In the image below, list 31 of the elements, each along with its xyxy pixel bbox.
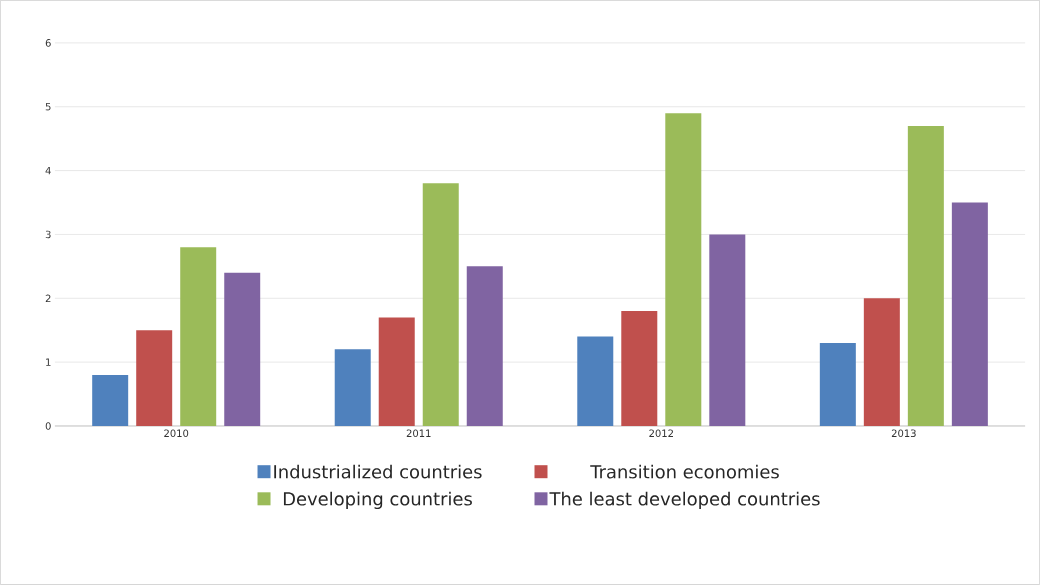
bar xyxy=(665,113,702,427)
y-tick-label: 6 xyxy=(45,39,51,47)
bar xyxy=(907,125,944,427)
x-tick-label: 2011 xyxy=(406,429,431,438)
legend-label: Developing countries xyxy=(283,491,472,510)
bar xyxy=(951,202,988,427)
bar xyxy=(378,317,415,427)
bar xyxy=(863,298,900,427)
bar xyxy=(180,247,217,427)
x-tick-label: 2012 xyxy=(649,429,673,438)
y-tick-label: 3 xyxy=(45,230,51,239)
legend-label: The least developed countries xyxy=(549,491,820,510)
bar xyxy=(334,349,371,427)
bar xyxy=(709,234,746,427)
bar xyxy=(422,183,459,427)
bar xyxy=(224,272,261,427)
x-tick-label: 2013 xyxy=(891,429,916,438)
bar xyxy=(819,343,856,427)
bar xyxy=(136,330,173,427)
y-tick-label: 1 xyxy=(46,358,51,366)
bar xyxy=(466,266,503,427)
y-tick-label: 2 xyxy=(45,294,51,303)
bar xyxy=(577,336,614,427)
bar xyxy=(621,311,658,427)
bar xyxy=(92,374,129,427)
y-tick-label: 4 xyxy=(45,167,51,175)
y-tick-label: 5 xyxy=(45,103,51,111)
y-tick-label: 0 xyxy=(45,422,51,430)
legend-label: Transition economies xyxy=(590,464,779,479)
legend-label: Industrialized countries xyxy=(274,464,482,479)
x-tick-label: 2010 xyxy=(164,429,189,438)
